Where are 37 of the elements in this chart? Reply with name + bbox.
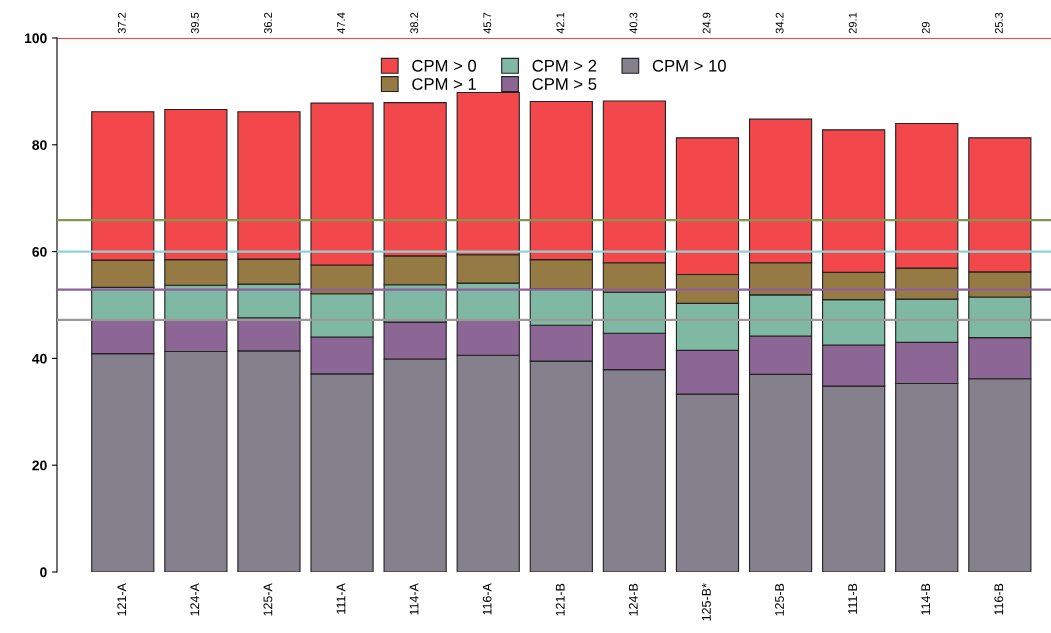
x-tick-label: 124-A bbox=[190, 583, 200, 616]
x-tick-label: 125-B* bbox=[701, 583, 711, 621]
annotation: 37.2 bbox=[117, 12, 126, 34]
x-tick-label: 124-B bbox=[628, 583, 638, 616]
y-tick-label: 60 bbox=[32, 246, 47, 257]
legend-label: CPM > 0 bbox=[412, 59, 477, 72]
y-tick-label: 100 bbox=[24, 33, 47, 44]
annotation: 42.1 bbox=[556, 12, 565, 34]
annotation: 34.2 bbox=[775, 12, 784, 34]
x-tick-label: 125-B bbox=[775, 583, 784, 616]
annotation: 45.7 bbox=[483, 12, 492, 34]
legend-label: CPM > 1 bbox=[412, 78, 476, 90]
x-tick-label: 114-B bbox=[921, 583, 930, 615]
legend-label: CPM > 2 bbox=[532, 59, 597, 72]
x-tick-label: 116-A bbox=[482, 583, 492, 615]
annotation: 47.4 bbox=[337, 12, 345, 34]
annotation: 38.2 bbox=[410, 12, 419, 34]
x-tick-label: 125-A bbox=[263, 583, 273, 616]
annotation: 25.3 bbox=[994, 12, 1003, 34]
legend-label: CPM > 10 bbox=[652, 59, 726, 72]
annotation: 39.5 bbox=[190, 12, 199, 34]
x-tick-label: 121-A bbox=[117, 583, 127, 616]
x-tick-label: 114-A bbox=[409, 583, 419, 615]
x-tick-label: 111-A bbox=[336, 583, 346, 614]
x-tick-label: 121-B bbox=[555, 583, 565, 616]
annotation: 29 bbox=[921, 22, 930, 34]
y-tick-label: 80 bbox=[32, 140, 47, 150]
annotation: 36.2 bbox=[264, 12, 272, 34]
y-tick-label: 20 bbox=[32, 460, 47, 471]
legend-label: CPM > 5 bbox=[532, 78, 597, 90]
annotation: 40.3 bbox=[629, 12, 638, 34]
x-tick-label: 116-B bbox=[994, 583, 1004, 615]
y-tick-label: 0 bbox=[40, 567, 47, 578]
annotation: 29.1 bbox=[848, 12, 857, 34]
annotation: 24.9 bbox=[702, 12, 711, 34]
y-tick-label: 40 bbox=[32, 353, 47, 364]
x-tick-label: 111-B bbox=[848, 583, 857, 614]
